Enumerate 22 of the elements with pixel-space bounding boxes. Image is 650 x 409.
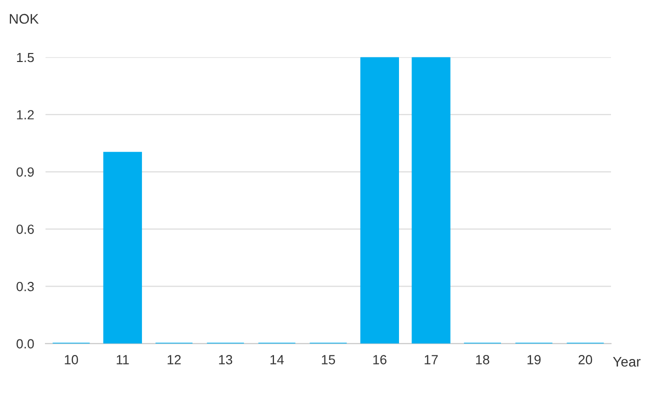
y-tick-label: 0.0 — [16, 339, 34, 348]
x-tick-label: 13 — [219, 355, 232, 364]
y-axis-title: NOK — [10, 14, 39, 24]
bar — [412, 57, 450, 344]
y-tick-label: 0.6 — [16, 224, 34, 234]
y-tick-label: 1.5 — [17, 52, 34, 62]
x-tick-label: 15 — [322, 355, 336, 364]
x-tick-label: 18 — [476, 355, 490, 364]
bar — [360, 57, 399, 344]
x-tick-label: 11 — [116, 355, 129, 364]
x-tick-label: 10 — [64, 355, 78, 364]
x-tick-label: 20 — [578, 355, 592, 364]
x-tick-label: 17 — [424, 355, 438, 364]
x-tick-label: 19 — [528, 355, 541, 364]
x-tick-label: 14 — [270, 355, 284, 364]
y-tick-label: 0.9 — [16, 167, 34, 177]
bar — [103, 152, 142, 344]
y-tick-label: 0.3 — [16, 282, 34, 292]
x-tick-label: 16 — [373, 355, 386, 364]
x-tick-label: 12 — [168, 355, 181, 364]
x-axis-title: Year — [613, 356, 641, 367]
y-tick-label: 1.2 — [17, 110, 34, 120]
